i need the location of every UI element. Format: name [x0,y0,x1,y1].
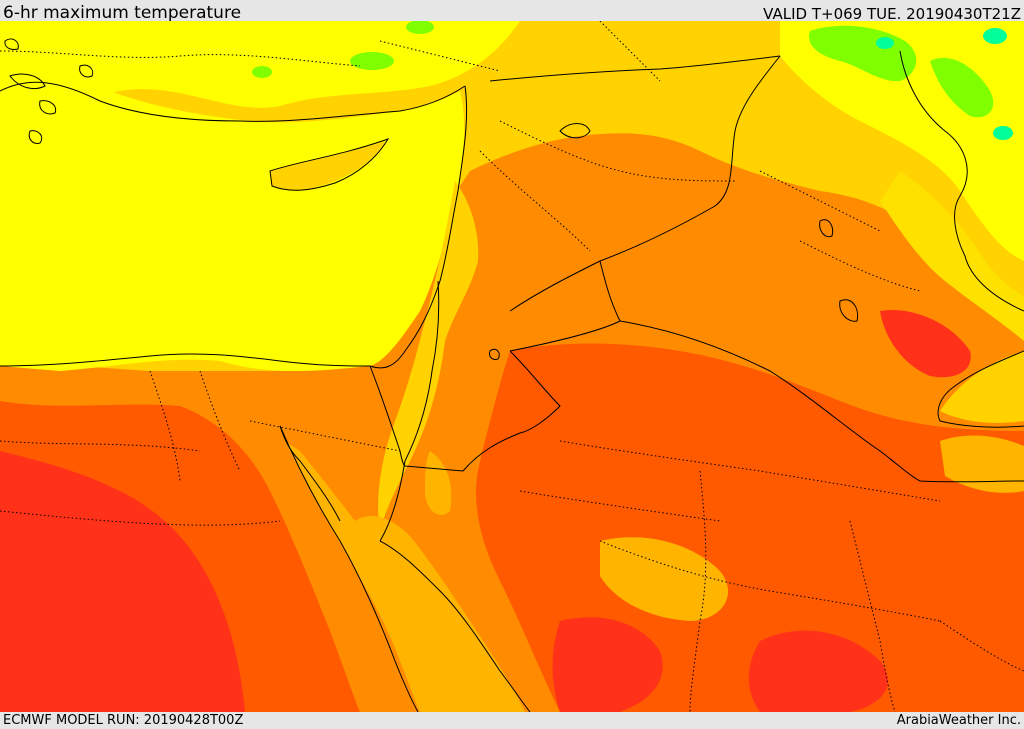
zone-cyan-3 [993,126,1013,140]
zone-green-1 [406,21,434,34]
borders [369,50,1024,483]
zone-mediterranean [0,84,465,371]
border-dead-sea [404,280,440,462]
border-jordan-saudi [462,350,561,472]
zone-red-egypt [0,451,245,712]
border-turkey-syria [489,55,781,82]
credit: ArabiaWeather Inc. [896,713,1021,728]
footer-bar: ECMWF MODEL RUN: 20190428T00Z ArabiaWeat… [0,712,1024,729]
zone-red-arabia-1 [552,617,663,712]
coastlines [0,81,1024,712]
header-bar: 6-hr maximum temperature VALID T+069 TUE… [0,0,1024,23]
lakes [489,123,859,360]
zone-red-arabia-2 [748,630,889,712]
model-run: ECMWF MODEL RUN: 20190428T00Z [3,713,244,728]
zone-levant-gold [378,181,479,531]
admin-borders [0,21,1024,712]
zone-green-3 [252,66,272,78]
coast-cyprus [269,138,390,191]
coast-gulf-aqaba [379,460,406,542]
zone-amber-1 [600,537,729,621]
border-syria-iraq [509,55,781,312]
zone-red-arabia-3 [880,310,971,378]
coast-gulf [937,350,1024,428]
coast-gulf-suez [279,425,341,522]
coast-egypt-north [0,353,371,367]
zone-cyan-2 [876,37,894,49]
coast-levant [369,85,468,369]
border-iraq-saudi [619,320,1024,483]
map-title: 6-hr maximum temperature [3,3,242,23]
coast-turkey-south [0,81,466,122]
temperature-map [0,21,1024,712]
zone-green-5 [930,57,994,118]
border-jordan-iraq-saudi [509,260,621,352]
valid-time: VALID T+069 TUE. 20190430T21Z [763,5,1021,23]
zone-gulf-gold [940,351,1024,423]
zone-cyprus [270,141,385,191]
zone-cyan-1 [983,28,1007,44]
aegean-islands [4,38,94,144]
border-iran-iraq [899,50,1024,312]
zone-zagros-yellow [880,171,1024,341]
coast-red-sea-west [279,425,419,712]
zone-amber-3 [425,451,452,515]
zone-green-2 [350,52,394,70]
zone-amber-2 [940,435,1024,493]
zone-red-sea [285,441,525,712]
coast-red-sea-east [379,540,531,712]
